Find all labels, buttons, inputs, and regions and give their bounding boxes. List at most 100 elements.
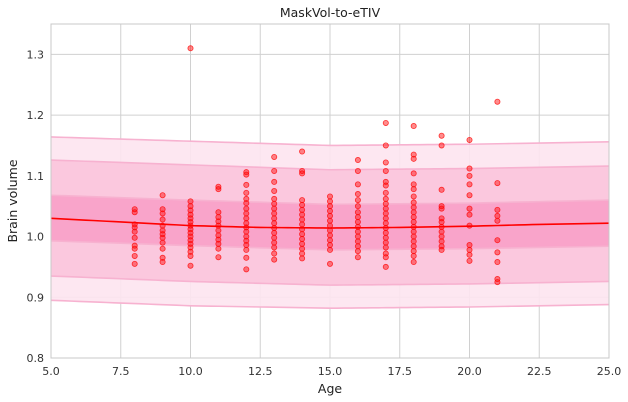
data-point [354,197,361,204]
data-point [438,132,445,139]
data-point [438,233,445,240]
y-axis-label: Brain volume [5,159,20,242]
x-tick-label: 12.5 [248,365,273,378]
data-point [326,242,333,249]
data-point [410,123,417,130]
data-point [466,192,473,199]
data-point [187,248,194,255]
data-point [187,198,194,205]
data-point [410,193,417,200]
data-point [131,228,138,235]
band-inner-lower-edge [50,239,610,251]
data-point [410,151,417,158]
data-point [438,228,445,235]
data-point [382,167,389,174]
x-tick-label: 15.0 [318,365,343,378]
data-point [494,237,501,244]
data-point [215,218,222,225]
data-point [410,218,417,225]
data-point [243,220,250,227]
data-point [494,180,501,187]
data-point [271,215,278,222]
data-point [271,153,278,160]
x-tick-label: 25.0 [597,365,622,378]
data-point [438,238,445,245]
data-point [382,119,389,126]
data-point [410,155,417,162]
data-point [215,236,222,243]
data-point [299,211,306,218]
data-point [494,259,501,266]
data-point [382,244,389,251]
data-point [187,252,194,259]
data-point [243,246,250,253]
data-point [131,245,138,252]
data-point [131,242,138,249]
data-point [354,254,361,261]
data-point [466,165,473,172]
median-curve [50,217,610,229]
data-point [494,98,501,105]
data-point [187,45,194,52]
data-point [326,193,333,200]
data-point [354,203,361,210]
band-outer-lower-edge [50,299,610,310]
y-tick-label: 0.8 [27,352,45,365]
data-point [215,232,222,239]
data-point [382,142,389,149]
data-point [243,171,250,178]
data-point [215,240,222,247]
data-point [410,252,417,259]
data-point [466,211,473,218]
data-point [299,197,306,204]
data-point [410,248,417,255]
data-point [326,232,333,239]
data-point [382,254,389,261]
data-point [382,195,389,202]
data-point [466,136,473,143]
data-point [354,233,361,240]
data-point [271,178,278,185]
data-point [159,216,166,223]
data-point [410,204,417,211]
data-point [438,142,445,149]
data-point [466,251,473,258]
y-tick-label: 1.2 [27,109,45,122]
data-point [271,234,278,241]
data-point [271,229,278,236]
data-point [243,181,250,188]
data-point [382,200,389,207]
data-point [159,192,166,199]
x-tick-label: 22.5 [527,365,552,378]
data-point [410,186,417,193]
x-tick-label: 20.0 [457,365,482,378]
data-point [438,205,445,212]
data-point [299,170,306,177]
data-point [382,234,389,241]
x-tick-label: 5.0 [42,365,60,378]
data-point [271,250,278,257]
data-point [299,255,306,262]
data-point [215,245,222,252]
plot-frame [50,23,610,359]
data-point [187,207,194,214]
y-tick-label: 0.9 [27,291,45,304]
data-point [299,221,306,228]
y-tick-labels: 0.8 0.9 1.0 1.1 1.2 1.3 [27,48,45,365]
data-point [438,186,445,193]
data-point [215,186,222,193]
data-point [243,210,250,217]
data-point [354,228,361,235]
data-point [159,239,166,246]
data-point [410,214,417,221]
data-point [354,157,361,164]
data-point [299,201,306,208]
data-point [159,206,166,213]
data-point [382,182,389,189]
data-point [466,246,473,253]
data-point [299,206,306,213]
data-point [326,198,333,205]
data-point [494,217,501,224]
data-point [466,181,473,188]
